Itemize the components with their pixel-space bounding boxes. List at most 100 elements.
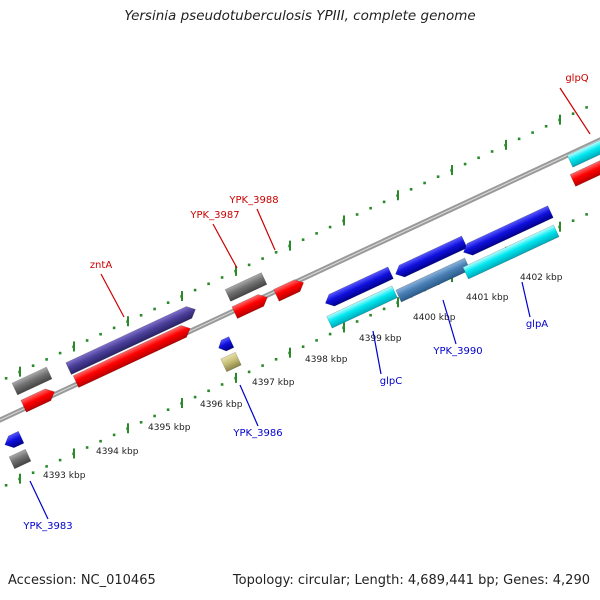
lower-tick-row-dot xyxy=(274,357,278,361)
upper-tick-row-dot xyxy=(301,238,305,241)
lower-tick-row-dot xyxy=(31,471,35,474)
scale-label-4393: 4393 kbp xyxy=(43,471,86,481)
lower-tick-row-dot xyxy=(247,370,251,374)
leader-line-zntA xyxy=(100,273,125,318)
upper-tick-row-dot xyxy=(139,313,143,317)
lower-tick-row-dot xyxy=(193,395,197,399)
upper-tick-row-dot xyxy=(531,131,534,134)
scale-label-4394: 4394 kbp xyxy=(96,447,139,457)
scale-label-4402: 4402 kbp xyxy=(520,273,563,283)
scale-label-4396: 4396 kbp xyxy=(200,400,243,410)
lower-tick-row-dot xyxy=(585,213,588,216)
scale-label-4399: 4399 kbp xyxy=(359,334,402,344)
lower-tick-row-dot xyxy=(58,458,62,462)
lower-tick-row-dot xyxy=(369,313,372,317)
lower-tick-row-dot xyxy=(166,408,170,411)
upper-tick-row-dot xyxy=(31,364,35,367)
lower-tick-row-dot xyxy=(4,483,8,487)
upper-tick-row-dot xyxy=(382,200,386,204)
upper-tick-row-dot xyxy=(463,162,467,166)
lower-tick-row-dot xyxy=(220,383,224,386)
cds-red-left xyxy=(20,388,55,413)
cds-glpC-cyan xyxy=(326,285,398,329)
upper-tick-row-dot xyxy=(220,276,224,279)
gene-label-YPK_3987: YPK_3987 xyxy=(189,210,239,221)
lower-tick-row-dot xyxy=(112,433,116,437)
upper-tick-row-dot xyxy=(4,376,8,380)
cds-YPK_3986-khaki xyxy=(220,351,242,373)
leader-line-YPK_3983 xyxy=(29,480,49,520)
leader-line-YPK_3988 xyxy=(256,208,276,251)
scale-label-4397: 4397 kbp xyxy=(252,378,295,388)
gene-label-glpQ: glpQ xyxy=(565,73,588,84)
upper-tick-row-dot xyxy=(261,257,264,260)
lower-tick-row-dot xyxy=(301,345,305,348)
gene-label-YPK_3990: YPK_3990 xyxy=(432,346,482,357)
upper-tick-row-dot xyxy=(207,282,210,286)
scale-label-4400: 4400 kbp xyxy=(413,313,456,323)
upper-tick-row-dot xyxy=(585,106,588,109)
upper-tick-row-dot xyxy=(247,263,251,267)
scale-label-4395: 4395 kbp xyxy=(148,423,191,433)
scale-label-4398: 4398 kbp xyxy=(305,355,348,365)
cds-grey-left xyxy=(11,366,53,396)
upper-tick-row-dot xyxy=(99,332,102,336)
upper-tick-row-dot xyxy=(328,225,332,229)
upper-tick-row-dot xyxy=(571,112,575,115)
map-title: Yersinia pseudotuberculosis YPIII, compl… xyxy=(124,8,476,24)
leader-line-YPK_3986 xyxy=(239,384,259,427)
leader-line-YPK_3990 xyxy=(442,299,457,345)
upper-tick-row-dot xyxy=(477,156,480,160)
upper-tick-row-dot xyxy=(423,181,426,185)
lower-tick-row-dot xyxy=(99,439,102,443)
upper-tick-row-dot xyxy=(112,326,116,330)
gene-label-YPK_3983: YPK_3983 xyxy=(22,521,72,532)
lower-tick-row-dot xyxy=(207,389,210,393)
upper-tick-row-dot xyxy=(355,213,359,216)
cds-YPK_3987-grey xyxy=(224,272,268,302)
genome-summary-text: Topology: circular; Length: 4,689,441 bp… xyxy=(232,573,590,588)
upper-tick-row-dot xyxy=(85,339,89,342)
accession-text: Accession: NC_010465 xyxy=(8,573,156,588)
upper-tick-row-dot xyxy=(409,187,413,191)
cds-glpA-blue xyxy=(463,205,554,256)
cds-YPK_3987-red xyxy=(231,294,268,319)
lower-tick-row-dot xyxy=(45,465,48,468)
upper-tick-row-dot xyxy=(58,351,62,355)
upper-tick-row-dot xyxy=(45,358,48,361)
leader-line-glpC xyxy=(372,330,382,375)
gene-label-glpC: glpC xyxy=(380,376,402,387)
lower-tick-row-dot xyxy=(139,420,143,424)
cds-YPK_3986-blue xyxy=(218,336,235,352)
cds-YPK_3988-red xyxy=(273,279,304,302)
cds-zntA-purple xyxy=(65,306,196,375)
upper-tick-row-dot xyxy=(490,150,494,153)
lower-tick-row-dot xyxy=(355,320,359,323)
cds-glpA-cyan xyxy=(462,224,560,280)
upper-tick-row-dot xyxy=(544,124,548,128)
gene-label-glpA: glpA xyxy=(526,319,548,330)
lower-tick-row-dot xyxy=(261,364,264,367)
leader-line-glpQ xyxy=(559,87,591,135)
cds-glpQ-red xyxy=(569,160,600,187)
lower-tick-row-dot xyxy=(328,332,332,336)
lower-tick-row-dot xyxy=(382,307,386,311)
lower-tick-row-dot xyxy=(315,339,318,342)
upper-tick-row-dot xyxy=(517,137,521,141)
upper-tick-row-dot xyxy=(153,307,156,311)
lower-tick-row-dot xyxy=(153,414,156,418)
cds-glpC-blue xyxy=(324,266,394,307)
lower-tick-row-dot xyxy=(571,219,575,222)
cds-zntA-red xyxy=(72,325,191,388)
upper-tick-row-dot xyxy=(193,288,197,292)
lower-tick-row-dot xyxy=(85,446,89,449)
cds-YPK_3983-grey xyxy=(8,448,32,470)
gene-label-YPK_3988: YPK_3988 xyxy=(228,195,278,206)
cds-glpQ-cyan xyxy=(566,136,600,168)
leader-line-YPK_3987 xyxy=(212,223,238,269)
upper-tick-row-dot xyxy=(436,175,440,178)
scale-label-4401: 4401 kbp xyxy=(466,293,509,303)
gene-label-zntA: zntA xyxy=(90,260,113,271)
